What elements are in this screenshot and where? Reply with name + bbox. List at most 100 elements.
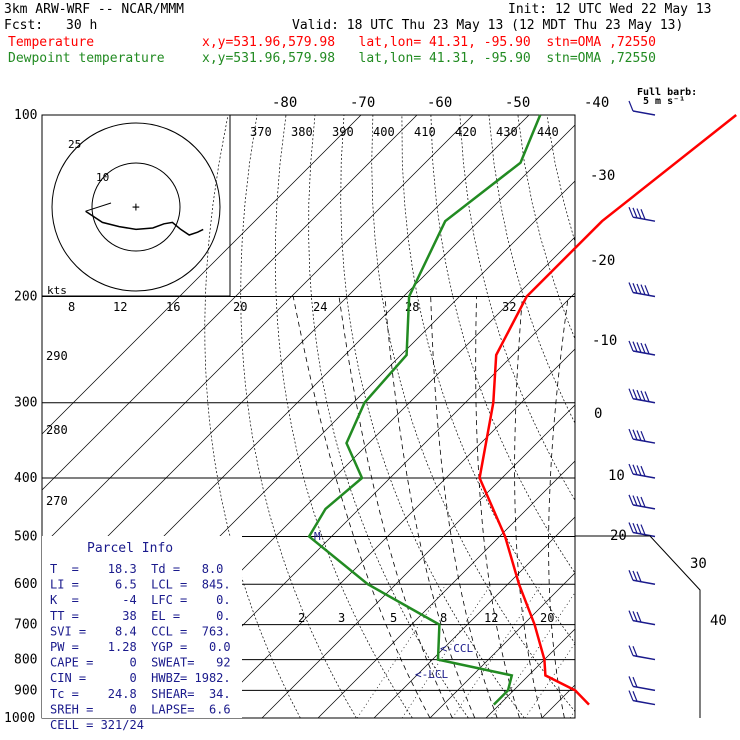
wind-barb-flag — [640, 390, 646, 402]
valid-time: Valid: 18 UTC Thu 23 May 13 (12 MDT Thu … — [292, 18, 684, 33]
wind-barb — [628, 570, 656, 585]
theta-side-label: 270 — [46, 494, 68, 508]
pressure-label: 900 — [14, 683, 37, 698]
hodograph-ring-label: 10 — [96, 171, 109, 184]
isotherm-label: 30 — [690, 556, 707, 572]
wind-barb-flag — [636, 523, 642, 535]
moist-adiabat — [338, 296, 453, 718]
dry-adiabat — [663, 115, 740, 718]
dry-adiabat — [274, 115, 413, 718]
dry-adiabat — [517, 115, 575, 340]
parcel-info-row: TT = 38 EL = 0. — [50, 609, 231, 623]
wind-barb — [628, 206, 656, 222]
mixing-ratio-label: 3 — [338, 611, 345, 625]
dry-adiabat — [459, 115, 575, 501]
wind-barb — [628, 463, 656, 479]
parcel-info-row: PW = 1.28 YGP = 0.0 — [50, 640, 231, 654]
wind-barb-flag — [640, 430, 646, 442]
temperature-location: x,y=531.96,579.98 lat,lon= 41.31, -95.90… — [202, 35, 656, 50]
wind-barb-flag — [632, 691, 638, 702]
pressure-label: 400 — [14, 471, 37, 486]
model-title: 3km ARW-WRF -- NCAR/MMM — [4, 2, 185, 17]
wind-barb-flag — [628, 690, 634, 701]
isotherm-line — [205, 348, 575, 718]
mixing-ratio-line — [452, 584, 542, 718]
wind-barb — [628, 100, 656, 116]
wind-barb-flag — [632, 389, 638, 400]
pressure-label: 200 — [14, 290, 37, 305]
wind-barb-flag — [632, 429, 638, 440]
wind-barb-flag — [628, 282, 634, 293]
theta-label: 410 — [414, 125, 436, 139]
isotherm-label: -10 — [592, 333, 617, 349]
barb-legend-line2: 5 m s⁻¹ — [643, 96, 685, 107]
isotherm-line — [42, 115, 418, 491]
wind-barb-staff — [632, 654, 656, 661]
isotherm-label: -40 — [584, 95, 609, 111]
wind-barb-flag — [628, 676, 634, 687]
hodograph-frame — [41, 114, 231, 297]
parcel-annotation: <-CCL — [440, 642, 473, 655]
pressure-label: 300 — [14, 396, 37, 411]
parcel-info-row: CAPE = 0 SWEAT= 92 — [50, 656, 231, 670]
forecast-label: Fcst: — [4, 18, 44, 33]
wind-barb-flag — [640, 524, 646, 535]
hodograph-storm-motion — [85, 202, 112, 212]
speed-unit-label: kts — [47, 284, 67, 297]
forecast-hour: 30 h — [66, 18, 98, 33]
wind-barb-flag — [628, 388, 634, 399]
plot-frame — [41, 114, 576, 719]
wind-barb — [628, 645, 656, 661]
wind-barb-flag — [632, 611, 638, 622]
dry-adiabat — [308, 115, 469, 718]
moist-adiabat — [475, 296, 520, 718]
wind-barb-flag — [640, 284, 646, 295]
mixing-ratio-line — [401, 584, 492, 718]
dewpoint-trace — [307, 114, 542, 706]
isotherm-label: -20 — [590, 253, 615, 269]
mixing-ratio-line — [356, 584, 447, 718]
wind-barb-flag — [628, 570, 634, 581]
isotherm-line — [42, 115, 362, 435]
dry-adiabat — [488, 115, 575, 424]
wind-barb-flag — [628, 206, 634, 218]
parcel-info-title: Parcel Info — [87, 541, 173, 556]
parcel-info-row: CELL = 321/24 — [50, 718, 144, 732]
parcel-info-row: SVI = 8.4 CCL = 763. — [50, 624, 231, 638]
wind-barb-flag — [632, 341, 638, 352]
speed-scale-label: 28 — [405, 300, 419, 314]
moist-adiabat — [292, 296, 431, 718]
wind-barb-flag — [636, 496, 642, 507]
pressure-label: 700 — [14, 618, 37, 633]
moist-adiabat — [384, 296, 476, 718]
wind-barb-staff — [632, 110, 656, 116]
pressure-label: 500 — [14, 529, 37, 544]
pressure-label: 100 — [14, 108, 37, 123]
moist-adiabat — [579, 297, 614, 719]
isotherm-label: -60 — [427, 95, 452, 111]
wind-barb-flag — [636, 571, 642, 582]
wind-barb-flag — [628, 428, 634, 440]
speed-scale-label: 12 — [113, 300, 127, 314]
isotherm-line — [261, 404, 575, 718]
speed-scale-label: 8 — [68, 300, 75, 314]
wind-barb-flag — [628, 645, 634, 656]
wind-barb-flag — [632, 570, 638, 582]
isotherm-label: 40 — [710, 613, 727, 629]
hodograph-ring-label: 25 — [68, 138, 81, 151]
hodograph-ring-outer — [51, 122, 221, 292]
wind-barb-flag — [632, 676, 638, 688]
theta-label: 400 — [373, 125, 395, 139]
parcel-info-row: CIN = 0 HWBZ= 1982. — [50, 671, 231, 685]
hodograph-trace — [85, 210, 204, 236]
isotherm-line — [42, 115, 530, 603]
wind-barb-staff — [632, 619, 656, 626]
parcel-annotation: M — [314, 530, 321, 543]
moist-adiabat — [548, 296, 569, 718]
wind-barb-flag — [636, 611, 642, 623]
parcel-annotation: <-LCL — [415, 668, 448, 681]
pressure-label: 800 — [14, 653, 37, 668]
dry-adiabat — [240, 115, 357, 718]
parcel-info-row: LI = 6.5 LCL = 845. — [50, 578, 231, 592]
wind-barb — [628, 282, 656, 298]
